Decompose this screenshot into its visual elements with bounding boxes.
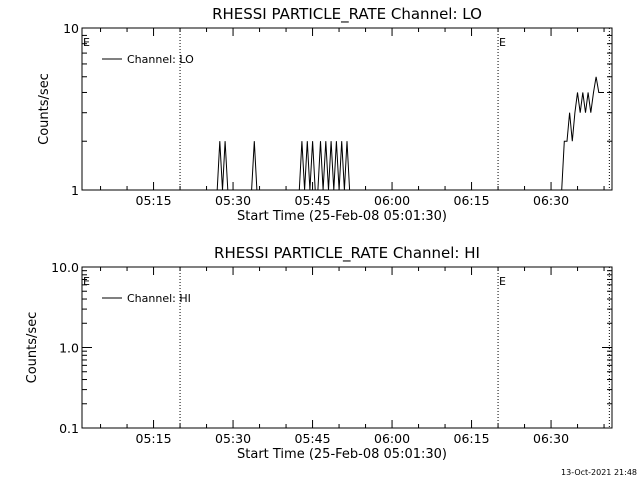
y-tick-label: 10 [63, 21, 79, 36]
event-marker-label: E [499, 36, 506, 49]
x-tick-label: 06:15 [454, 431, 490, 446]
x-axis-label: Start Time (25-Feb-08 05:01:30) [237, 209, 447, 224]
chart-panel: RHESSI PARTICLE_RATE Channel: LO 05:15 05:… [37, 5, 613, 224]
x-tick-label: 06:15 [454, 193, 490, 208]
chart-title: RHESSI PARTICLE_RATE Channel: HI [214, 244, 480, 263]
y-tick-label: 1.0 [59, 341, 79, 356]
x-tick-label: 05:45 [295, 431, 331, 446]
y-axis-label: Counts/sec [25, 312, 40, 384]
legend-label: Channel: HI [127, 292, 191, 305]
legend-label: Channel: LO [127, 53, 194, 66]
x-tick-label: 05:45 [295, 193, 331, 208]
event-marker-label: E [83, 275, 90, 288]
x-tick-label: 05:30 [215, 193, 251, 208]
x-tick-label: 06:30 [533, 431, 569, 446]
x-tick-label: 05:15 [136, 193, 172, 208]
x-tick-label: 06:30 [533, 193, 569, 208]
y-tick-label: 10.0 [51, 260, 79, 275]
y-tick-label: 0.1 [59, 421, 79, 436]
event-marker-label: E [83, 36, 90, 49]
x-tick-label: 06:00 [374, 193, 410, 208]
series-line [216, 76, 604, 191]
x-tick-label: 05:30 [215, 431, 251, 446]
x-tick-label: 06:00 [374, 431, 410, 446]
event-marker-label: E [499, 275, 506, 288]
chart-title: RHESSI PARTICLE_RATE Channel: LO [212, 5, 482, 24]
generation-timestamp: 13-Oct-2021 21:48 [561, 468, 637, 477]
x-tick-label: 05:15 [136, 431, 172, 446]
y-axis-label: Counts/sec [37, 73, 52, 145]
y-tick-label: 1 [71, 183, 79, 198]
plot-frame [81, 27, 613, 191]
x-axis-label: Start Time (25-Feb-08 05:01:30) [237, 447, 447, 462]
chart-panel: RHESSI PARTICLE_RATE Channel: HI 05:15 05:… [25, 244, 613, 462]
